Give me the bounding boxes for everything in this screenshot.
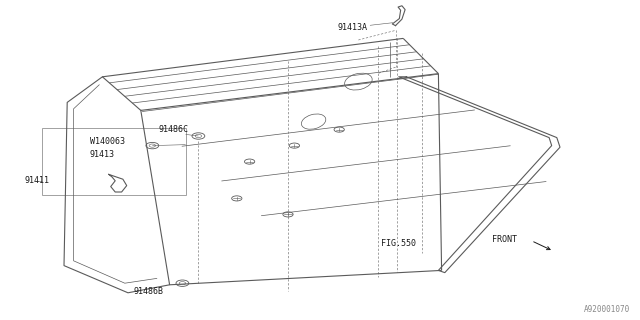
Text: 91486B: 91486B xyxy=(133,287,163,296)
Text: A920001070: A920001070 xyxy=(584,305,630,314)
Text: FRONT: FRONT xyxy=(492,236,516,244)
Text: FIG.550: FIG.550 xyxy=(381,239,416,248)
Text: 91413: 91413 xyxy=(90,150,115,159)
Text: W140063: W140063 xyxy=(90,137,125,146)
Text: 91413A: 91413A xyxy=(338,23,368,32)
Text: 91486C: 91486C xyxy=(159,125,189,134)
Text: 91411: 91411 xyxy=(24,176,49,185)
